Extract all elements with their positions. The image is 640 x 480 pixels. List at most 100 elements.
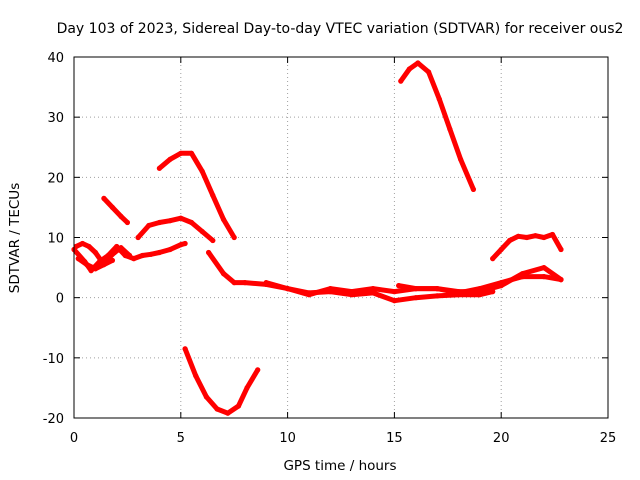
y-axis-label: SDTVAR / TECUs xyxy=(7,183,23,293)
data-point xyxy=(455,289,462,295)
data-point xyxy=(178,242,184,248)
data-point xyxy=(167,218,173,224)
data-point xyxy=(84,262,90,268)
data-point xyxy=(549,231,556,238)
data-point xyxy=(498,283,504,289)
data-point xyxy=(148,251,154,257)
data-point xyxy=(210,192,216,198)
data-point xyxy=(167,246,173,253)
data-point xyxy=(101,262,107,268)
series-arc-f xyxy=(156,150,237,241)
data-point xyxy=(413,295,419,301)
data-point xyxy=(182,240,188,247)
data-point xyxy=(413,286,419,292)
data-point xyxy=(490,256,496,262)
y-tick-label: -20 xyxy=(43,412,64,427)
data-point xyxy=(255,367,261,373)
data-point xyxy=(541,274,547,280)
data-point xyxy=(220,216,227,222)
data-point xyxy=(558,246,564,253)
series-arc-e xyxy=(135,215,216,244)
data-point xyxy=(398,78,404,84)
data-point xyxy=(131,256,137,262)
data-point xyxy=(199,168,205,174)
data-point xyxy=(214,406,220,412)
data-point xyxy=(135,234,141,241)
data-point xyxy=(231,280,237,286)
data-point xyxy=(507,237,513,244)
data-point xyxy=(206,249,212,256)
data-point xyxy=(199,228,205,235)
data-point xyxy=(109,204,115,210)
data-point xyxy=(210,237,216,244)
data-point xyxy=(73,243,79,250)
data-point xyxy=(188,219,195,226)
data-point xyxy=(558,277,564,283)
data-point xyxy=(349,289,355,295)
data-point xyxy=(225,410,231,416)
series-arc-d xyxy=(101,195,130,226)
series-arc-b xyxy=(73,240,133,265)
data-point xyxy=(75,256,81,262)
data-point xyxy=(515,233,521,239)
x-tick-label: 15 xyxy=(386,431,403,446)
x-tick-label: 25 xyxy=(600,431,617,446)
y-tick-label: 30 xyxy=(47,111,64,126)
series-line-arc-d xyxy=(101,195,130,225)
data-point xyxy=(118,213,124,219)
data-point xyxy=(178,215,184,221)
x-tick-label: 20 xyxy=(493,431,510,446)
data-point xyxy=(327,286,333,292)
series-arc-j xyxy=(182,346,261,416)
data-point xyxy=(109,257,115,263)
x-tick-label: 5 xyxy=(177,431,185,446)
series-arc-k xyxy=(398,60,476,192)
data-point xyxy=(477,289,483,295)
data-point xyxy=(146,222,152,229)
data-point xyxy=(426,69,432,75)
data-point xyxy=(447,126,453,132)
data-point xyxy=(101,195,107,201)
data-point xyxy=(370,290,376,296)
data-point xyxy=(263,280,269,286)
data-point xyxy=(541,234,547,241)
data-point xyxy=(79,240,86,247)
data-point xyxy=(285,286,291,292)
y-tick-label: 10 xyxy=(47,232,64,247)
data-point xyxy=(470,186,476,192)
data-point xyxy=(244,385,250,391)
data-point xyxy=(520,271,526,277)
data-point xyxy=(86,243,92,250)
data-point xyxy=(156,249,162,256)
data-point xyxy=(458,156,464,162)
data-point xyxy=(436,96,442,102)
data-point xyxy=(532,233,539,239)
y-tick-label: 20 xyxy=(47,171,64,186)
data-point xyxy=(434,293,440,299)
series-line-arc-j xyxy=(182,346,261,416)
data-point xyxy=(167,156,173,162)
data-point xyxy=(92,249,98,256)
x-tick-label: 10 xyxy=(279,431,296,446)
data-point xyxy=(92,266,98,272)
tick-layer: 0 5 10 15 20 25 40 30 20 10 0 -10 -20 xyxy=(43,51,617,446)
data-point xyxy=(306,292,312,298)
data-point xyxy=(118,245,124,251)
data-point xyxy=(124,219,130,226)
data-point xyxy=(178,150,184,156)
data-point xyxy=(242,280,248,286)
y-tick-label: 0 xyxy=(56,292,64,307)
data-point xyxy=(406,66,412,72)
data-point xyxy=(231,234,237,241)
data-point xyxy=(391,298,397,304)
x-tick-label: 0 xyxy=(70,431,78,446)
data-point xyxy=(182,346,188,352)
series-arc-i xyxy=(396,265,564,295)
data-point xyxy=(203,394,209,400)
data-point xyxy=(524,234,530,241)
data-point xyxy=(235,403,242,409)
data-point xyxy=(391,289,397,295)
series-arc-c xyxy=(75,256,115,272)
